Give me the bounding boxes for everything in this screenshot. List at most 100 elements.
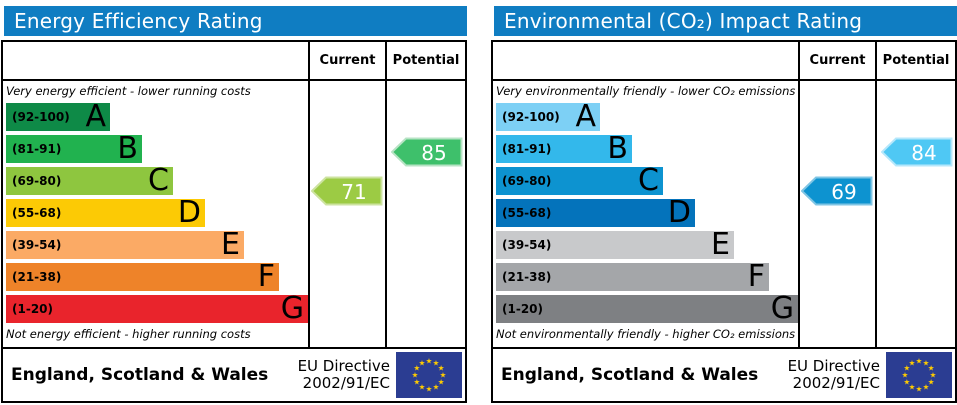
svg-text:★: ★: [426, 385, 433, 394]
eu-flag-icon: ★ ★ ★ ★ ★ ★ ★ ★ ★ ★ ★ ★: [396, 352, 462, 398]
current-arrow: 71: [311, 176, 383, 206]
rating-scale: (92-100) A (81-91) B (69-80) C (55-68) D (39-54)…: [496, 99, 798, 326]
svg-text:★: ★: [412, 371, 419, 380]
current-value-column: 69: [798, 81, 875, 347]
potential-arrow: 84: [881, 137, 953, 167]
region-label: England, Scotland & Wales: [11, 365, 269, 385]
rating-band-e: (39-54) E: [6, 227, 244, 262]
eu-directive-label: EU Directive 2002/91/EC: [297, 357, 390, 392]
current-column-header: Current: [798, 42, 875, 79]
band-range-label: (92-100): [12, 110, 70, 124]
band-range-label: (81-91): [12, 142, 62, 156]
current-column-header: Current: [308, 42, 385, 79]
band-letter: D: [667, 195, 691, 230]
rating-band-f: (21-38) F: [6, 259, 279, 294]
table-header-row: Current Potential: [493, 42, 955, 81]
svg-text:★: ★: [414, 378, 421, 387]
band-letter: A: [575, 99, 596, 134]
header-spacer-cell: [493, 42, 798, 79]
svg-text:★: ★: [904, 378, 911, 387]
svg-text:★: ★: [909, 383, 916, 392]
svg-text:★: ★: [923, 383, 930, 392]
rating-band-e: (39-54) E: [496, 227, 734, 262]
band-range-label: (1-20): [12, 302, 53, 316]
band-range-label: (92-100): [502, 110, 560, 124]
svg-text:★: ★: [440, 371, 447, 380]
rating-bands-column: Very environmentally friendly - lower CO…: [493, 81, 798, 347]
rating-band-c: (69-80) C: [496, 163, 663, 198]
band-letter: B: [607, 131, 628, 166]
rating-scale: (92-100) A (81-91) B (69-80) C (55-68) D (39-54)…: [6, 99, 308, 326]
band-range-label: (81-91): [502, 142, 552, 156]
band-range-label: (55-68): [502, 206, 552, 220]
energy-efficiency-panel: Energy Efficiency Rating Current Potenti…: [1, 2, 467, 403]
top-caption: Very environmentally friendly - lower CO…: [496, 84, 796, 98]
rating-band-b: (81-91) B: [6, 131, 142, 166]
rating-band-g: (1-20) G: [6, 291, 308, 326]
rating-chart-body: Very environmentally friendly - lower CO…: [493, 81, 955, 347]
band-letter: E: [221, 227, 240, 262]
band-range-label: (69-80): [502, 174, 552, 188]
current-arrow: 69: [801, 176, 873, 206]
header-spacer-cell: [3, 42, 308, 79]
band-letter: B: [117, 131, 138, 166]
svg-text:★: ★: [928, 378, 935, 387]
svg-text:★: ★: [433, 358, 440, 367]
band-range-label: (69-80): [12, 174, 62, 188]
svg-text:85: 85: [421, 141, 446, 165]
environmental-impact-panel: Environmental (CO₂) Impact Rating Curren…: [491, 2, 957, 403]
svg-text:★: ★: [414, 364, 421, 373]
svg-text:69: 69: [831, 180, 856, 204]
svg-text:★: ★: [930, 371, 937, 380]
table-header-row: Current Potential: [3, 42, 465, 81]
bottom-caption: Not energy efficient - higher running co…: [6, 327, 251, 341]
svg-text:84: 84: [911, 141, 936, 165]
band-letter: C: [638, 163, 659, 198]
svg-text:★: ★: [916, 385, 923, 394]
svg-text:★: ★: [433, 383, 440, 392]
svg-text:★: ★: [438, 378, 445, 387]
potential-column-header: Potential: [385, 42, 465, 79]
svg-text:★: ★: [904, 364, 911, 373]
band-range-label: (21-38): [12, 270, 62, 284]
band-range-label: (55-68): [12, 206, 62, 220]
band-range-label: (39-54): [502, 238, 552, 252]
rating-band-a: (92-100) A: [496, 99, 600, 134]
rating-band-b: (81-91) B: [496, 131, 632, 166]
band-letter: A: [85, 99, 106, 134]
top-caption: Very energy efficient - lower running co…: [6, 84, 251, 98]
svg-text:★: ★: [909, 358, 916, 367]
band-letter: C: [148, 163, 169, 198]
rating-band-d: (55-68) D: [6, 198, 205, 228]
eu-directive-label: EU Directive 2002/91/EC: [787, 357, 880, 392]
band-letter: E: [711, 227, 730, 262]
current-value-column: 71: [308, 81, 385, 347]
environmental-panel-title: Environmental (CO₂) Impact Rating: [494, 6, 957, 36]
band-letter: G: [770, 291, 794, 326]
band-letter: G: [280, 291, 304, 326]
rating-bands-column: Very energy efficient - lower running co…: [3, 81, 308, 347]
energy-panel-title: Energy Efficiency Rating: [4, 6, 467, 36]
band-letter: F: [257, 259, 275, 294]
eu-flag-icon: ★ ★ ★ ★ ★ ★ ★ ★ ★ ★ ★ ★: [886, 352, 952, 398]
potential-column-header: Potential: [875, 42, 955, 79]
svg-text:★: ★: [426, 357, 433, 366]
bottom-caption: Not environmentally friendly - higher CO…: [496, 327, 796, 341]
rating-band-g: (1-20) G: [496, 291, 798, 326]
potential-value-column: 85: [385, 81, 465, 347]
rating-band-a: (92-100) A: [6, 99, 110, 134]
table-footer-row: England, Scotland & Wales EU Directive 2…: [493, 347, 955, 401]
svg-text:★: ★: [928, 364, 935, 373]
potential-arrow: 85: [391, 137, 463, 167]
svg-text:★: ★: [438, 364, 445, 373]
rating-band-c: (69-80) C: [6, 163, 173, 198]
band-range-label: (21-38): [502, 270, 552, 284]
energy-panel-table: Current Potential Very energy efficient …: [1, 40, 467, 403]
region-label: England, Scotland & Wales: [501, 365, 759, 385]
svg-text:71: 71: [341, 180, 366, 204]
svg-text:★: ★: [902, 371, 909, 380]
svg-text:★: ★: [916, 357, 923, 366]
band-letter: F: [747, 259, 765, 294]
svg-text:★: ★: [923, 358, 930, 367]
